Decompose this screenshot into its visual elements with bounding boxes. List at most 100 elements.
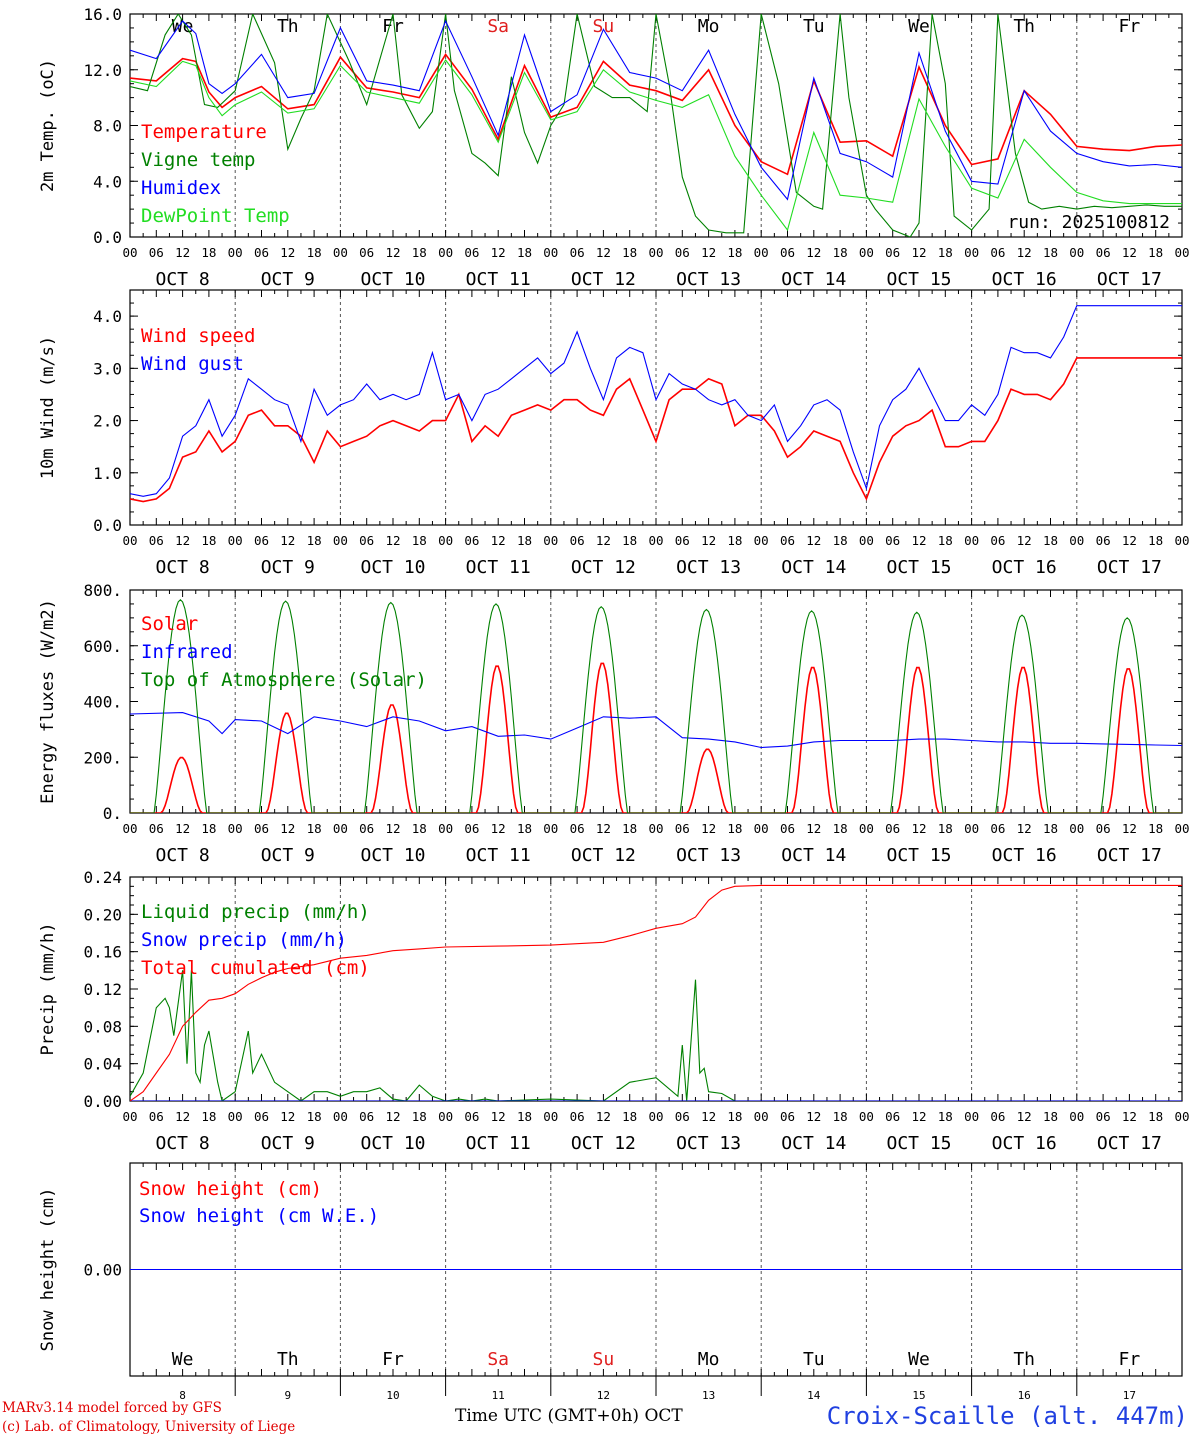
day-label: OCT 16 — [992, 1133, 1057, 1154]
y-tick-label: 0.0 — [93, 516, 122, 535]
hour-tick-label: 00 — [1174, 1109, 1189, 1124]
y-tick-label: 4.0 — [93, 172, 122, 191]
hour-tick-label: 00 — [754, 821, 769, 836]
hour-tick-label: 06 — [675, 821, 690, 836]
day-number-label: 8 — [179, 1389, 186, 1402]
y-tick-label: 200. — [83, 748, 122, 767]
hour-tick-label: 18 — [307, 1109, 322, 1124]
weekday-label: Su — [593, 16, 615, 37]
day-label: OCT 16 — [992, 557, 1057, 578]
hour-tick-label: 12 — [385, 1109, 400, 1124]
y-tick-label: 16.0 — [83, 5, 122, 24]
weekday-label: Fr — [1119, 1349, 1141, 1370]
y-tick-label: 400. — [83, 693, 122, 712]
hour-tick-label: 12 — [701, 821, 716, 836]
weekday-label: Th — [277, 1349, 299, 1370]
hour-tick-label: 12 — [1017, 821, 1032, 836]
hour-tick-label: 06 — [675, 533, 690, 548]
panel-1: 0.0 4.0 8.0 12.0 16.0 2m Temp. (oC) 00 06 12 18 00… — [38, 5, 1190, 290]
y-tick-label: 12.0 — [83, 61, 122, 80]
hour-tick-label: 06 — [149, 821, 164, 836]
hour-tick-label: 00 — [228, 1109, 243, 1124]
y-tick-label: 1.0 — [93, 464, 122, 483]
hour-tick-label: 12 — [385, 245, 400, 260]
hour-tick-label: 00 — [543, 245, 558, 260]
hour-tick-label: 12 — [806, 245, 821, 260]
day-label: OCT 10 — [360, 557, 425, 578]
y-tick-label: 600. — [83, 637, 122, 656]
day-label: OCT 8 — [156, 557, 210, 578]
hour-tick-label: 18 — [622, 245, 637, 260]
hour-tick-label: 06 — [990, 245, 1005, 260]
legend-entry: Wind speed — [141, 325, 255, 347]
day-label: OCT 12 — [571, 1133, 636, 1154]
hour-tick-label: 00 — [1069, 1109, 1084, 1124]
weekday-label: Mo — [698, 1349, 720, 1370]
day-label: OCT 15 — [886, 845, 951, 866]
hour-tick-label: 12 — [175, 1109, 190, 1124]
weekday-label: Fr — [382, 1349, 404, 1370]
hour-tick-label: 18 — [517, 245, 532, 260]
hour-tick-label: 18 — [201, 821, 216, 836]
day-label: OCT 17 — [1097, 1133, 1162, 1154]
hour-tick-label: 06 — [464, 1109, 479, 1124]
hour-tick-label: 12 — [596, 821, 611, 836]
hour-tick-label: 18 — [938, 533, 953, 548]
y-tick-label: 0.00 — [83, 1261, 122, 1280]
hour-tick-label: 00 — [1174, 245, 1189, 260]
weekday-label: We — [908, 1349, 930, 1370]
series-line-wind-speed — [130, 357, 1182, 503]
series-line-liquid-precip-mm-h- — [130, 970, 1182, 1101]
hour-tick-label: 18 — [622, 533, 637, 548]
day-label: OCT 12 — [571, 845, 636, 866]
y-tick-label: 0.08 — [83, 1017, 122, 1036]
day-label: OCT 17 — [1097, 845, 1162, 866]
series-line-dewpoint-temp — [130, 59, 1182, 232]
hour-tick-label: 06 — [990, 1109, 1005, 1124]
series-line-total-cumulated-cm- — [130, 884, 1182, 1101]
y-tick-label: 2.0 — [93, 412, 122, 431]
legend-entry: Solar — [141, 613, 198, 635]
hour-tick-label: 00 — [1069, 821, 1084, 836]
hour-tick-label: 06 — [780, 533, 795, 548]
weekday-label: Tu — [803, 16, 825, 37]
hour-tick-label: 18 — [201, 245, 216, 260]
hour-tick-label: 06 — [464, 245, 479, 260]
series-line-infrared — [130, 712, 1182, 749]
day-label: OCT 16 — [992, 269, 1057, 290]
hour-tick-label: 06 — [254, 533, 269, 548]
y-tick-label: 0.0 — [93, 228, 122, 247]
weekday-label: We — [172, 1349, 194, 1370]
hour-tick-label: 12 — [1122, 245, 1137, 260]
hour-tick-label: 12 — [280, 1109, 295, 1124]
day-label: OCT 11 — [466, 1133, 531, 1154]
hour-tick-label: 18 — [833, 533, 848, 548]
hour-tick-label: 06 — [359, 245, 374, 260]
hour-tick-label: 00 — [543, 821, 558, 836]
hour-tick-label: 18 — [938, 821, 953, 836]
y-tick-label: 0.12 — [83, 980, 122, 999]
hour-tick-label: 18 — [517, 1109, 532, 1124]
hour-tick-label: 06 — [1096, 533, 1111, 548]
y-tick-label: 0.16 — [83, 943, 122, 962]
hour-tick-label: 18 — [307, 821, 322, 836]
day-number-label: 10 — [386, 1389, 399, 1402]
hour-tick-label: 12 — [280, 245, 295, 260]
plot-frame — [129, 589, 1183, 814]
day-label: OCT 10 — [360, 269, 425, 290]
series-group — [130, 305, 1182, 503]
hour-tick-label: 18 — [517, 821, 532, 836]
hour-tick-label: 00 — [754, 245, 769, 260]
hour-tick-label: 00 — [859, 1109, 874, 1124]
hour-tick-label: 18 — [622, 821, 637, 836]
hour-tick-label: 06 — [254, 1109, 269, 1124]
hour-tick-label: 00 — [543, 533, 558, 548]
hour-tick-label: 06 — [990, 533, 1005, 548]
hour-tick-label: 06 — [570, 533, 585, 548]
hour-tick-label: 12 — [911, 1109, 926, 1124]
hour-tick-label: 12 — [175, 245, 190, 260]
hour-tick-label: 00 — [964, 533, 979, 548]
hour-tick-label: 00 — [438, 533, 453, 548]
credit-line-1: MARv3.14 model forced by GFS — [2, 1400, 222, 1416]
hour-tick-label: 06 — [990, 821, 1005, 836]
